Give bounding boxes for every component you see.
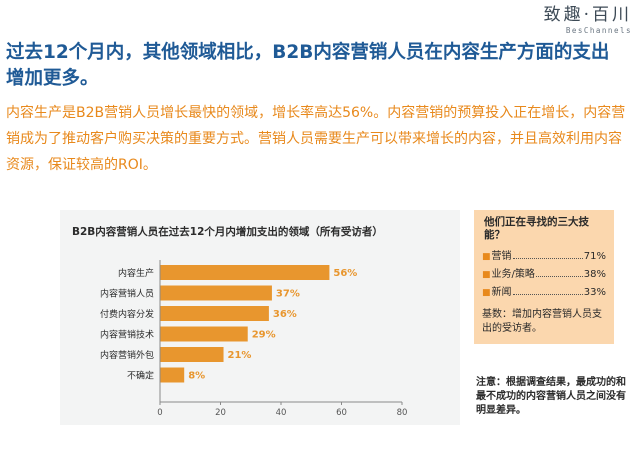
category-label: 内容营销技术 — [100, 329, 154, 341]
page-headline: 过去12个月内，其他领域相比，B2B内容营销人员在内容生产方面的支出增加更多。 — [6, 42, 610, 89]
category-label: 内容营销外包 — [100, 349, 154, 361]
skill-value: 38% — [583, 269, 606, 280]
data-label: 8% — [188, 371, 205, 382]
skill-item: ■ 新闻 33% — [482, 284, 606, 302]
brand-logo: 致趣·百川 BesChannels — [544, 4, 632, 36]
x-tick-label: 80 — [397, 408, 408, 418]
dotted-leader — [512, 258, 583, 259]
category-label: 内容生产 — [118, 267, 154, 279]
dotted-leader — [535, 276, 583, 277]
callout-base-note: 基数：增加内容营销人员支出的受访者。 — [482, 309, 602, 334]
bar — [160, 285, 272, 301]
data-label: 37% — [276, 289, 300, 300]
intro-paragraph: 内容生产是B2B营销人员增长最快的领域，增长率高达56%。内容营销的预算投入正在… — [6, 105, 626, 173]
skills-list: ■ 营销 71% ■ 业务/策略 38% ■ 新闻 33% — [482, 248, 606, 302]
category-label: 付费内容分发 — [100, 308, 154, 320]
bar — [160, 265, 330, 280]
bar — [160, 347, 224, 362]
skill-label: 业务/策略 — [491, 269, 535, 280]
skills-callout-title: 他们正在寻找的三大技能？ — [484, 216, 589, 241]
data-label: 21% — [228, 350, 252, 361]
x-tick-label: 40 — [276, 408, 287, 418]
category-label: 不确定 — [127, 370, 154, 382]
data-label: 56% — [333, 268, 357, 279]
bar — [160, 306, 269, 321]
skill-item: ■ 营销 71% — [482, 248, 606, 266]
bar — [160, 367, 185, 383]
brand-subtitle: BesChannels — [565, 26, 632, 35]
skills-callout: 他们正在寻找的三大技能？ ■ 营销 71% ■ 业务/策略 38% ■ 新闻 3… — [474, 210, 614, 344]
skill-value: 33% — [583, 287, 606, 298]
footnote: 注意：根据调查结果，最成功的和最不成功的内容营销人员之间没有明显差异。 — [476, 377, 626, 416]
x-tick-label: 60 — [336, 408, 347, 418]
bullet-icon: ■ — [482, 252, 491, 262]
data-label: 36% — [273, 309, 297, 320]
bullet-icon: ■ — [482, 288, 491, 298]
brand-name: 致趣·百川 — [543, 5, 632, 25]
skill-item: ■ 业务/策略 38% — [482, 266, 606, 284]
skill-label: 营销 — [491, 251, 512, 262]
skill-label: 新闻 — [491, 287, 512, 298]
bar-chart: 内容生产 56% 内容营销人员 37% 付费内容分发 36% 内容营销技术 29% 内容营销外包… — [100, 260, 408, 418]
bullet-icon: ■ — [482, 270, 491, 280]
chart-panel: B2B内容营销人员在过去12个月内增加支出的领域（所有受访者） 内容生产 56% 内… — [60, 210, 460, 425]
dotted-leader — [512, 294, 583, 295]
category-label: 内容营销人员 — [100, 288, 154, 300]
x-tick-label: 20 — [215, 408, 226, 418]
skill-value: 71% — [583, 251, 606, 262]
x-tick-label: 0 — [157, 408, 162, 418]
bar — [160, 326, 248, 342]
chart-title: B2B内容营销人员在过去12个月内增加支出的领域（所有受访者） — [72, 226, 383, 238]
data-label: 29% — [252, 330, 276, 341]
